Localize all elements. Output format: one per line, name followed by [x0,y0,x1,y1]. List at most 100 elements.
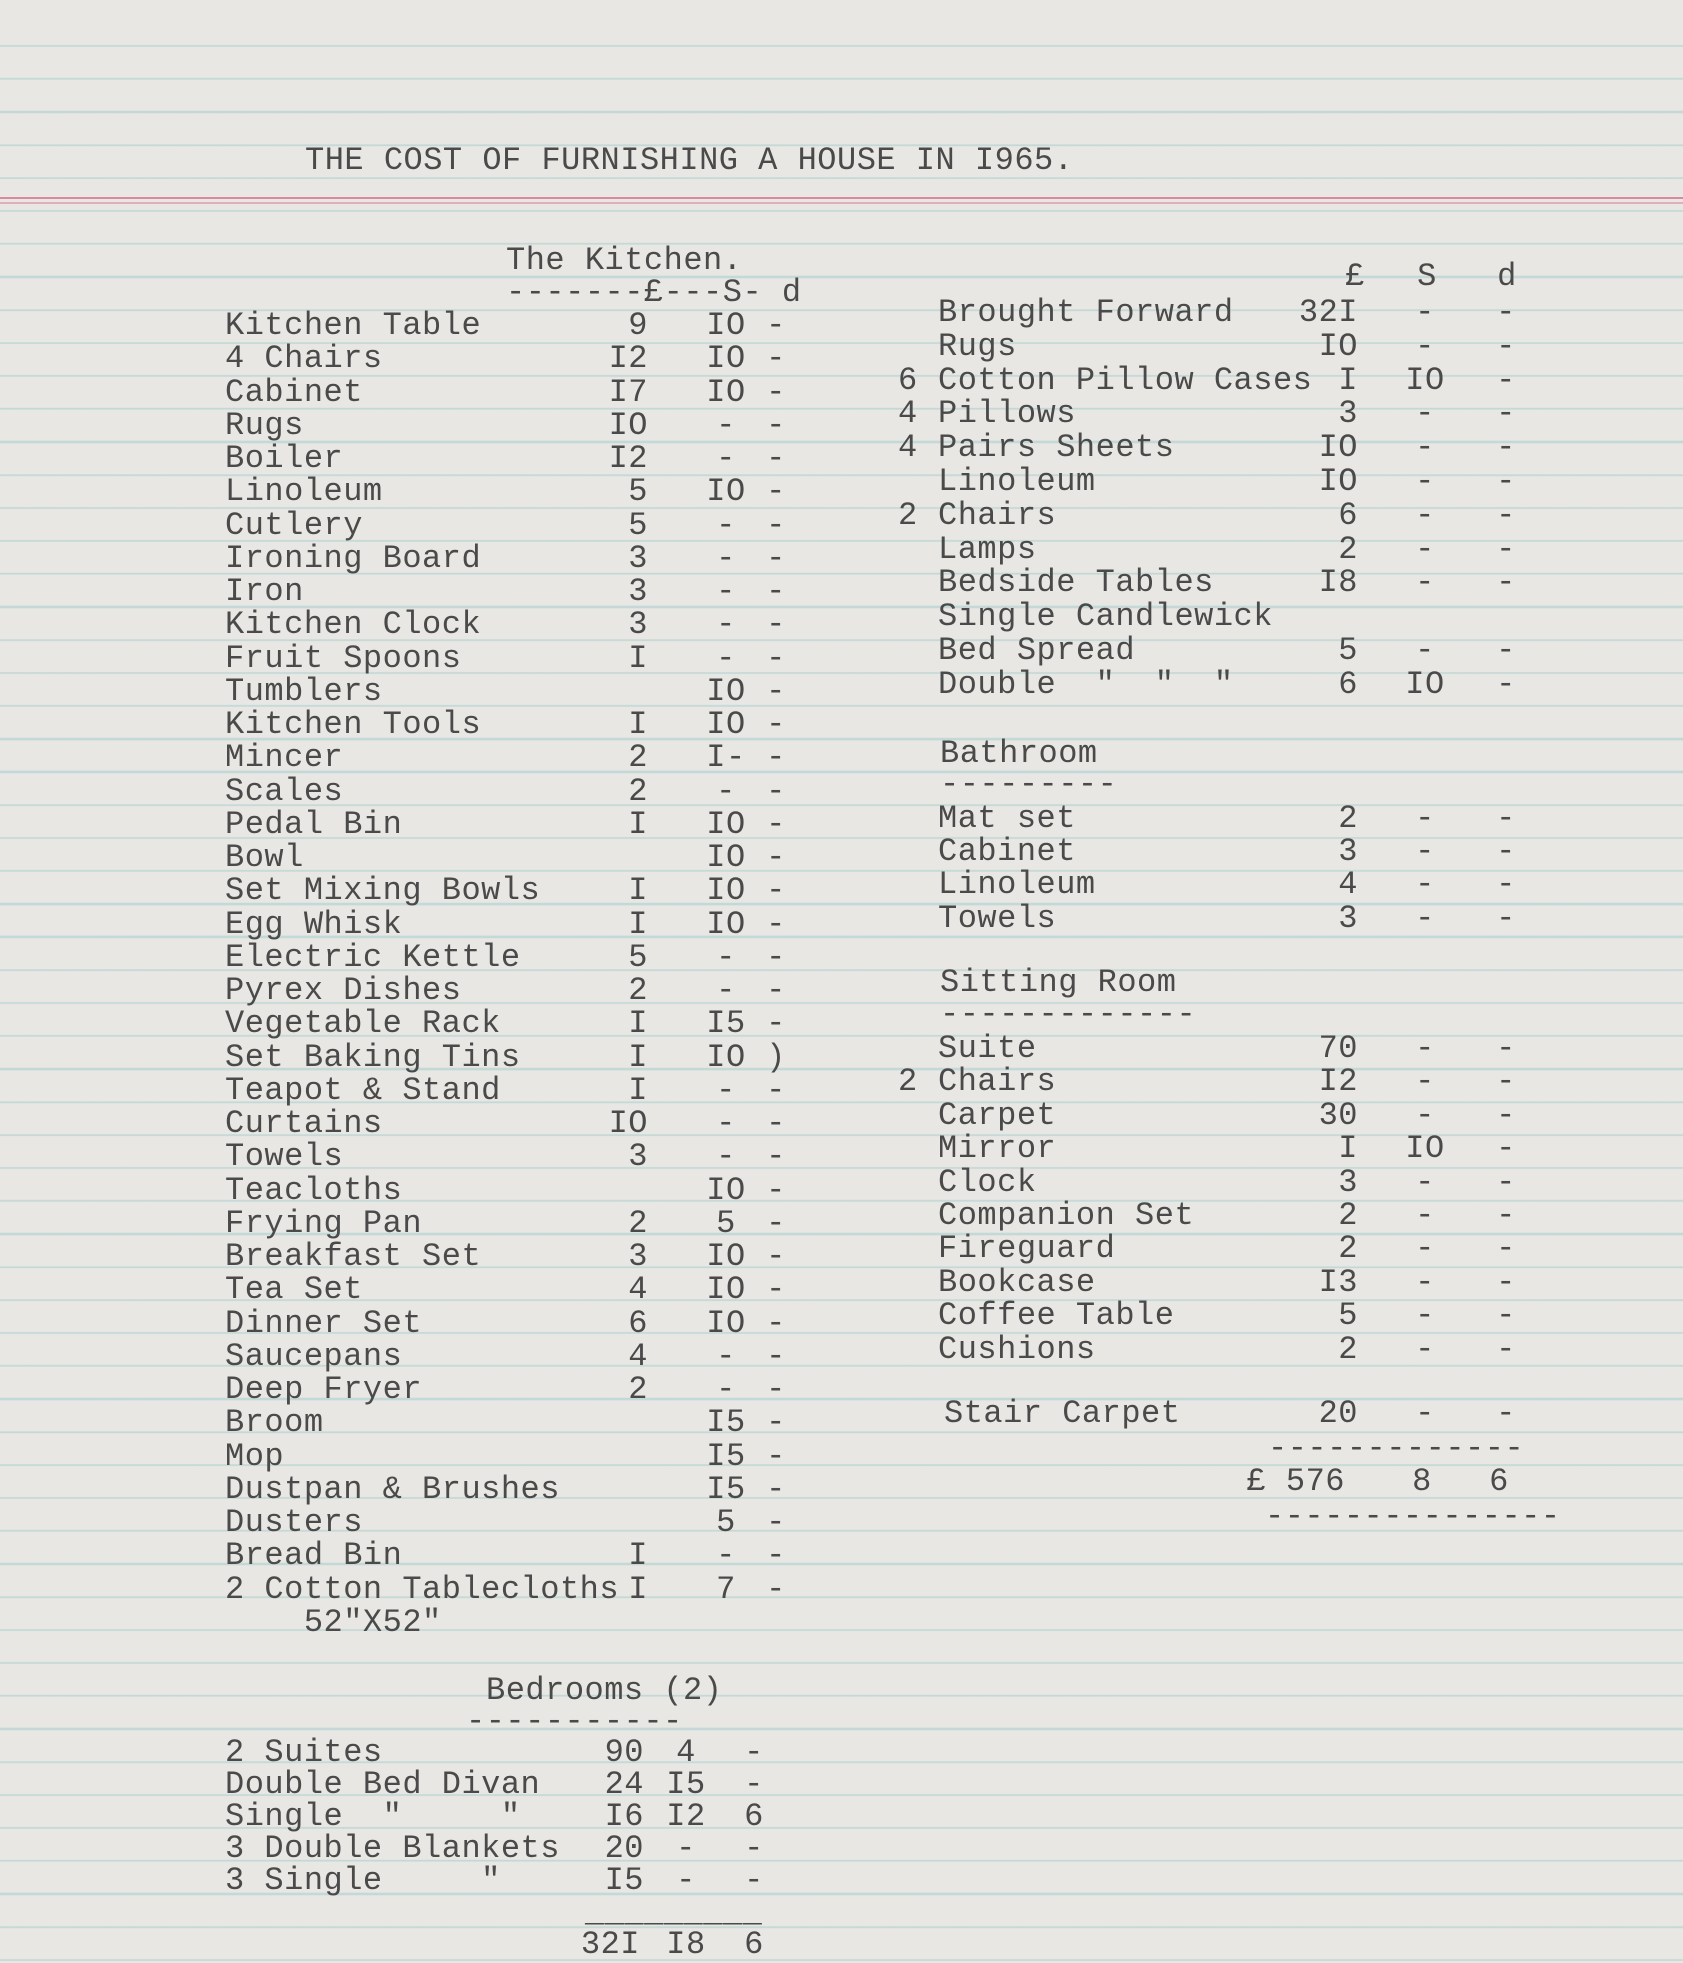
row-item: Mat set [938,800,1076,837]
row-shillings: - [1415,1395,1435,1432]
row-quantity: 2 [898,497,918,534]
row-pence: - [766,939,786,976]
row-pence: - [1496,666,1516,703]
row-pounds: I [628,872,648,909]
row-shillings: IO [1405,362,1445,399]
row-item: Egg Whisk [225,906,403,943]
row-pence: - [1496,1097,1516,1134]
row-shillings: 5 [716,1205,736,1242]
row-item: Rugs [225,407,304,444]
bedrooms-total-shillings: I8 [666,1926,706,1963]
row-item: Linoleum [225,473,383,510]
row-quantity: 4 [898,395,918,432]
row-pounds: I3 [1318,1264,1358,1301]
row-shillings: 4 [676,1734,696,1771]
row-pounds: I [628,806,648,843]
row-shillings: - [1415,429,1435,466]
row-pounds: IO [1318,463,1358,500]
row-shillings: - [716,540,736,577]
row-pounds: 5 [628,507,648,544]
row-item: Mirror [938,1130,1057,1167]
row-item: Double " " " [938,666,1234,703]
row-item: Teapot & Stand [225,1072,501,1109]
bedrooms-heading: Bedrooms (2) [486,1672,723,1709]
row-shillings: - [1415,1063,1435,1100]
row-pence: - [766,407,786,444]
row-pounds: 90 [604,1734,644,1771]
row-pence: - [766,1404,786,1441]
bedrooms-underline: ----------- [466,1703,683,1740]
row-item: Clock [938,1164,1037,1201]
row-pence: - [1496,463,1516,500]
row-pence: - [1496,429,1516,466]
row-pence: - [766,906,786,943]
row-pence: - [1496,1331,1516,1368]
row-item: Lamps [938,531,1037,568]
row-pounds: 3 [628,540,648,577]
right-header-pence: d [1497,258,1517,295]
row-pence: - [766,1438,786,1475]
row-pounds: 3 [628,606,648,643]
bathroom-heading: Bathroom [940,735,1098,772]
row-pence: - [1496,833,1516,870]
row-pounds: 2 [1338,1230,1358,1267]
row-item: Breakfast Set [225,1238,482,1275]
row-pence: - [1496,1030,1516,1067]
row-pence: - [1496,1197,1516,1234]
row-pence: - [766,872,786,909]
row-pence: - [1496,1063,1516,1100]
row-shillings: - [1415,1230,1435,1267]
row-pence: - [766,1338,786,1375]
row-item: Cushions [938,1331,1096,1368]
row-pence: - [766,374,786,411]
row-pence: - [1496,362,1516,399]
row-pounds: I [628,1537,648,1574]
row-pence: - [766,1371,786,1408]
row-item: Teacloths [225,1172,403,1209]
row-shillings: IO [706,706,746,743]
row-pence: - [1496,1164,1516,1201]
row-item: Cabinet [938,833,1076,870]
row-shillings: I5 [706,1005,746,1042]
row-quantity: 4 [898,429,918,466]
row-quantity: 2 [898,1063,918,1100]
row-item: Pyrex Dishes [225,972,462,1009]
row-item: Set Baking Tins [225,1039,521,1076]
row-item: Dinner Set [225,1305,423,1342]
sitting-room-underline: ------------- [940,996,1197,1033]
row-shillings: - [1415,531,1435,568]
row-pence: - [766,307,786,344]
row-pence: - [766,1205,786,1242]
row-pounds: 2 [1338,800,1358,837]
row-shillings: - [1415,1097,1435,1134]
row-item: Bowl [225,839,304,876]
row-shillings: - [676,1862,696,1899]
row-item: 52"X52" [225,1604,442,1641]
row-pounds: I5 [604,1862,644,1899]
row-item: Coffee Table [938,1297,1175,1334]
row-item: Bookcase [938,1264,1096,1301]
row-shillings: - [716,573,736,610]
row-pounds: I [628,1571,648,1608]
row-shillings: - [1415,395,1435,432]
row-item: Rugs [938,328,1017,365]
row-shillings: I5 [706,1438,746,1475]
row-pence: - [1496,1130,1516,1167]
row-pence: - [766,673,786,710]
row-pence: - [766,540,786,577]
row-shillings: IO [706,906,746,943]
row-shillings: IO [706,839,746,876]
row-pounds: 4 [628,1271,648,1308]
row-pounds: 32I [1298,294,1358,331]
row-pence: - [766,706,786,743]
row-pounds: 3 [1338,395,1358,432]
row-shillings: - [716,606,736,643]
row-pence: - [766,573,786,610]
row-item: Boiler [225,440,344,477]
row-shillings: - [1415,294,1435,331]
row-pounds: 70 [1318,1030,1358,1067]
row-shillings: - [716,1371,736,1408]
row-shillings: IO [706,473,746,510]
row-shillings: - [716,1338,736,1375]
row-pounds: 5 [628,473,648,510]
